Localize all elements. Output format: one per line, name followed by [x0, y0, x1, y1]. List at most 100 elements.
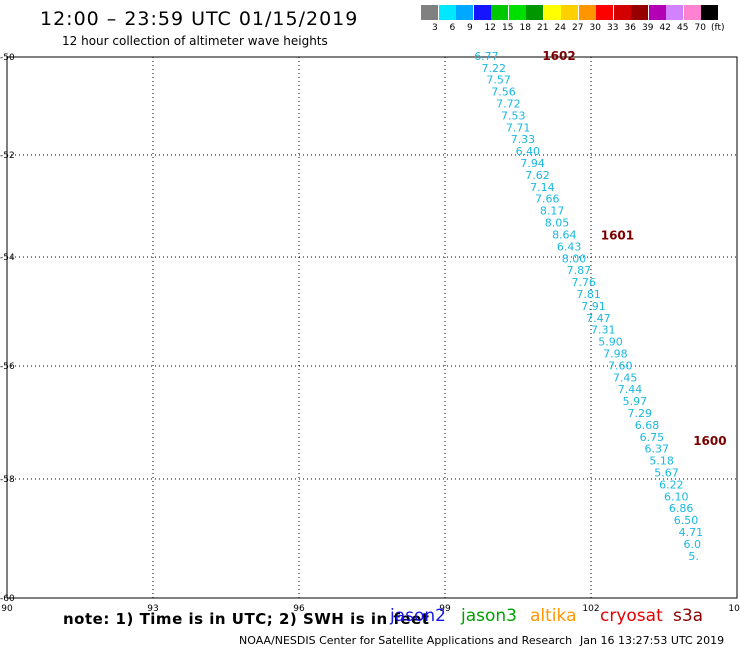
swh-value-label: 7.56	[491, 86, 516, 99]
swh-value-label: 7.47	[586, 312, 611, 325]
lon-tick-label: 93	[147, 604, 158, 614]
swh-value-label: 6.22	[659, 478, 684, 491]
legend-bin-label: 6	[449, 23, 456, 33]
swh-value-label: 6.75	[640, 431, 665, 444]
swh-value-label: 8.00	[562, 252, 587, 265]
swh-value-label: 5.18	[649, 455, 674, 468]
map-subtitle: 12 hour collection of altimeter wave hei…	[62, 34, 328, 48]
lon-tick-label: 96	[293, 604, 305, 614]
swh-value-label: 7.44	[618, 383, 643, 396]
swh-value-label: 6.50	[674, 514, 699, 527]
swh-value-label: 6.68	[635, 419, 660, 432]
swh-value-label: 7.71	[506, 121, 531, 134]
legend-bin-label: 36	[624, 23, 636, 33]
legend-swatch	[526, 5, 543, 20]
legend-swatch	[543, 5, 561, 20]
swh-value-label: 7.72	[496, 98, 520, 111]
legend-swatch	[421, 5, 438, 20]
swh-value-label: 7.14	[530, 181, 555, 194]
swh-value-label: 5.90	[598, 336, 623, 349]
satellite-label-jason3: jason3	[461, 606, 517, 626]
swh-value-label: 7.76	[572, 276, 597, 289]
lat-tick-label: -50	[0, 53, 15, 63]
legend-bin-label: 33	[607, 23, 619, 33]
swh-value-label: 7.45	[613, 371, 638, 384]
lat-tick-label: -54	[0, 253, 15, 263]
legend-swatch	[456, 5, 473, 20]
legend-swatch	[578, 5, 596, 20]
footer-note: note: 1) Time is in UTC; 2) SWH is in fe…	[63, 610, 430, 628]
swh-value-label: 7.94	[520, 157, 545, 170]
swh-value-label: 6.40	[516, 145, 541, 158]
swh-value-label: 7.66	[535, 193, 560, 206]
lon-tick-label: 90	[1, 604, 13, 614]
legend-bin-label: 18	[519, 23, 531, 33]
swh-value-label: 8.64	[552, 228, 577, 241]
swh-value-label: 6.10	[664, 490, 689, 503]
swh-value-label: 6.43	[557, 240, 582, 253]
legend-bin-label: 70	[694, 23, 706, 33]
legend-swatch	[596, 5, 613, 20]
legend-bin-label: 24	[554, 23, 566, 33]
pass-number-label: 1601	[601, 229, 634, 243]
legend-swatch	[666, 5, 683, 20]
lat-tick-label: -56	[0, 362, 15, 372]
legend-swatch	[683, 5, 701, 20]
generated-timestamp: Jan 16 13:27:53 UTC 2019	[580, 634, 725, 647]
swh-value-label: 7.91	[581, 300, 606, 313]
swh-value-label: 7.31	[591, 324, 616, 337]
swh-value-label: 7.81	[576, 288, 601, 301]
lon-tick-label: 102	[582, 604, 599, 614]
legend-swatch	[561, 5, 578, 20]
pass-number-label: 1602	[542, 49, 575, 63]
legend-bin-label: 9	[467, 23, 473, 33]
satellite-label-cryosat: cryosat	[600, 606, 663, 626]
lon-tick-label: 105	[728, 604, 740, 614]
map-title: 12:00 – 23:59 UTC 01/15/2019	[40, 8, 359, 30]
legend-swatch	[508, 5, 526, 20]
lat-tick-label: -60	[0, 594, 15, 604]
map-frame	[6, 56, 738, 599]
swh-value-label: 8.05	[545, 217, 570, 230]
legend-bin-label: 12	[484, 23, 496, 33]
satellite-label-s3a: s3a	[673, 606, 704, 626]
legend-swatch	[438, 5, 456, 20]
swh-value-label: 7.22	[482, 62, 507, 75]
legend-swatch	[701, 5, 718, 20]
legend-swatch	[473, 5, 491, 20]
legend-bin-label: 15	[502, 23, 514, 33]
swh-value-label: 6.37	[645, 443, 670, 456]
swh-value-label: 5.67	[654, 466, 679, 479]
legend-swatch	[613, 5, 631, 20]
swh-value-label: 7.57	[486, 74, 511, 87]
legend-swatch	[648, 5, 666, 20]
swh-value-label: 6.86	[669, 502, 694, 515]
legend-bin-label: 3	[432, 23, 438, 33]
swh-value-label: 4.71	[679, 526, 704, 539]
legend-unit-label: (ft)	[711, 23, 725, 33]
swh-value-label: 5.97	[623, 395, 648, 408]
legend-bin-label: 21	[537, 23, 549, 33]
legend-bin-label: 42	[659, 23, 671, 33]
swh-value-label: 5.	[688, 550, 699, 563]
swh-value-label: 7.29	[628, 407, 653, 420]
swh-value-label: 7.53	[501, 109, 526, 122]
swh-value-label: 6.77	[474, 50, 499, 63]
swh-value-label: 7.98	[603, 347, 628, 360]
legend-bin-label: 27	[572, 23, 584, 33]
swh-value-label: 7.33	[511, 133, 536, 146]
pass-number-label: 1600	[693, 434, 726, 448]
satellite-label-altika: altika	[530, 606, 577, 626]
legend-bin-label: 39	[642, 23, 654, 33]
swh-value-label: 7.62	[525, 169, 550, 182]
swh-value-label: 7.87	[567, 264, 592, 277]
color-legend: 3 6 9 12 15 18 21 24 27 30 33 36 39 42 45 70 (ft)	[421, 5, 737, 35]
satellite-label-jason2: jason2	[390, 606, 446, 626]
legend-bin-label: 45	[677, 23, 689, 33]
swh-value-label: 8.17	[540, 205, 565, 218]
lat-tick-label: -58	[0, 475, 15, 485]
legend-bin-label: 30	[589, 23, 601, 33]
lat-tick-label: -52	[0, 151, 15, 161]
credit-text: NOAA/NESDIS Center for Satellite Applica…	[239, 634, 573, 647]
